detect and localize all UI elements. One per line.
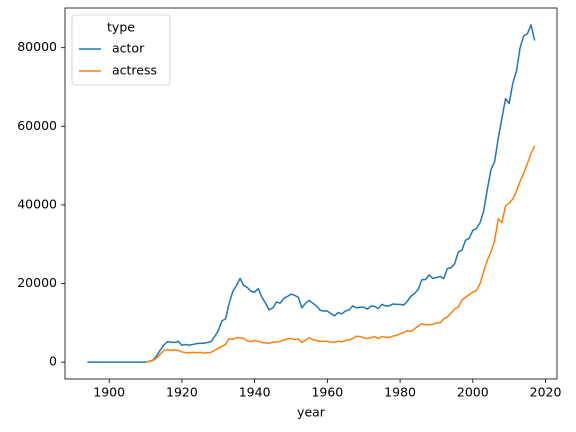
y-tick-label: 80000 xyxy=(17,39,57,54)
x-tick-label: 2000 xyxy=(457,385,489,400)
y-tick-label: 0 xyxy=(49,354,57,369)
legend-title: type xyxy=(107,20,135,35)
x-tick-label: 1940 xyxy=(239,385,271,400)
y-tick-label: 40000 xyxy=(17,196,57,211)
x-tick-label: 1900 xyxy=(93,385,125,400)
y-tick-label: 20000 xyxy=(17,275,57,290)
x-tick-label: 1960 xyxy=(311,385,343,400)
legend-label: actor xyxy=(112,41,145,56)
legend-box xyxy=(71,14,171,86)
line-series xyxy=(145,145,536,363)
plot-frame xyxy=(64,7,558,380)
x-tick-label: 1920 xyxy=(166,385,198,400)
x-tick-label: 2020 xyxy=(530,385,562,400)
legend-label: actress xyxy=(112,63,157,78)
line-series xyxy=(87,24,536,363)
x-tick-label: 1980 xyxy=(384,385,416,400)
y-tick-label: 60000 xyxy=(17,118,57,133)
x-axis-label: year xyxy=(297,405,326,420)
